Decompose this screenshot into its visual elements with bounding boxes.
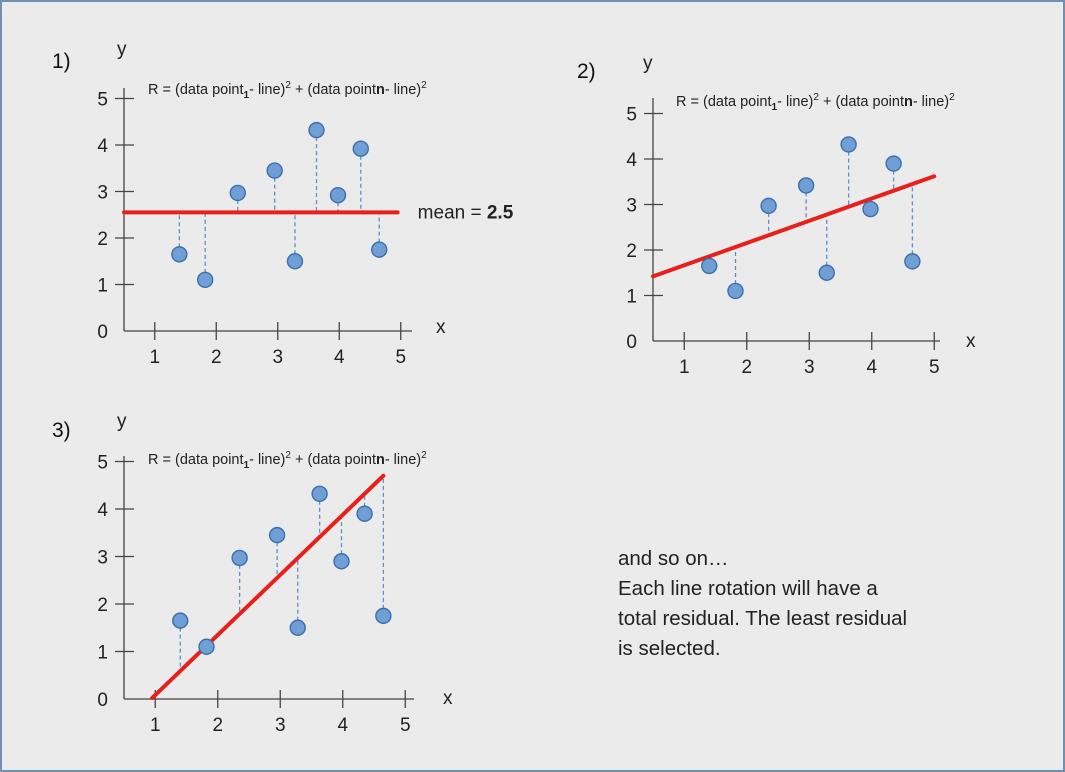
data-point: [727, 282, 744, 300]
note-line-2: Each line rotation will have a: [618, 577, 878, 600]
data-point: [840, 136, 857, 153]
residual-formula: R = (data point1- line)2 + (data pointn-…: [148, 450, 427, 471]
x-tick-label: 5: [400, 715, 411, 736]
y-tick-label: 0: [626, 332, 637, 353]
fit-line: [651, 174, 937, 279]
data-point: [229, 184, 246, 202]
panel-label: 3): [52, 419, 71, 442]
y-tick-label: 3: [97, 548, 108, 569]
data-point: [371, 241, 388, 258]
x-tick-label: 4: [866, 357, 877, 378]
data-point: [701, 257, 718, 275]
panel-3: 3) y x 0 1 2 3 4 5 1 2 3 4 5 R = (data point1- line)2 …: [52, 411, 453, 736]
data-point: [818, 264, 835, 281]
data-point: [885, 155, 902, 172]
data-point: [231, 549, 248, 567]
mean-annotation: mean = 2.5: [418, 202, 514, 223]
residual-formula: R = (data point1- line)2 + (data pointn-…: [676, 92, 955, 113]
y-tick-label: 5: [626, 105, 637, 126]
x-tick-label: 1: [149, 347, 160, 368]
panel-2: 2) y x 0 1 2 3 4 5 1 2 3 4 5 R = (data point1- line)2 …: [577, 53, 976, 378]
y-tick-label: 5: [97, 90, 108, 111]
data-point: [375, 607, 392, 625]
y-axis-label: y: [117, 411, 127, 432]
x-tick-label: 3: [804, 357, 815, 378]
note-line-1: and so on…: [618, 547, 729, 570]
y-tick-label: 1: [97, 643, 108, 664]
y-tick-label: 3: [626, 196, 637, 217]
y-tick-label: 1: [626, 287, 637, 308]
x-tick-label: 1: [150, 715, 161, 736]
x-axis-label: x: [966, 331, 976, 352]
y-tick-label: 3: [97, 183, 108, 204]
y-tick-label: 5: [97, 453, 108, 474]
y-tick-label: 2: [97, 229, 108, 250]
x-axis-label: x: [443, 688, 453, 709]
data-point: [308, 121, 325, 139]
panel-label: 2): [577, 60, 596, 83]
data-point: [329, 187, 347, 204]
fit-line: [150, 473, 386, 701]
data-point: [268, 526, 286, 544]
residual-formula: R = (data point1- line)2 + (data pointn-…: [148, 80, 427, 101]
data-point: [352, 140, 369, 157]
y-axis-label: y: [117, 39, 127, 60]
note-line-4: is selected.: [618, 637, 721, 660]
x-tick-label: 3: [272, 347, 283, 368]
data-point: [862, 200, 879, 218]
y-tick-label: 4: [626, 150, 637, 171]
data-point: [172, 612, 189, 629]
data-point: [356, 505, 373, 522]
y-tick-label: 0: [97, 322, 108, 343]
data-point: [286, 253, 304, 270]
y-tick-label: 2: [97, 595, 108, 616]
data-point: [760, 197, 777, 215]
note-line-3: total residual. The least residual: [618, 607, 908, 630]
x-tick-label: 4: [337, 715, 348, 736]
y-tick-label: 0: [97, 690, 108, 711]
data-point: [904, 253, 921, 270]
data-point: [289, 619, 306, 636]
y-tick-label: 4: [97, 136, 108, 157]
x-tick-label: 2: [741, 357, 752, 378]
y-tick-label: 2: [626, 241, 637, 262]
y-tick-label: 1: [97, 276, 108, 297]
x-axis-label: x: [436, 317, 446, 338]
panel-label: 1): [52, 50, 71, 73]
data-point: [171, 246, 188, 263]
data-point: [198, 638, 215, 655]
x-tick-label: 1: [679, 357, 690, 378]
x-tick-label: 5: [395, 347, 406, 368]
data-point: [333, 553, 350, 570]
y-tick-label: 4: [97, 500, 108, 521]
x-tick-label: 2: [212, 715, 223, 736]
data-point: [266, 162, 283, 179]
explanation-note: and so on… Each line rotation will have …: [618, 544, 1018, 664]
x-tick-label: 5: [929, 357, 940, 378]
data-point: [311, 485, 328, 502]
data-point: [196, 271, 214, 289]
x-tick-label: 2: [211, 347, 222, 368]
x-tick-label: 3: [275, 715, 286, 736]
x-tick-label: 4: [334, 347, 345, 368]
panel-1: 1) y x 0 1 2 3 4 5 1 2 3 4 5 R = (data point1- line)2 …: [52, 39, 514, 368]
y-axis-label: y: [643, 53, 653, 74]
data-point: [797, 177, 815, 194]
